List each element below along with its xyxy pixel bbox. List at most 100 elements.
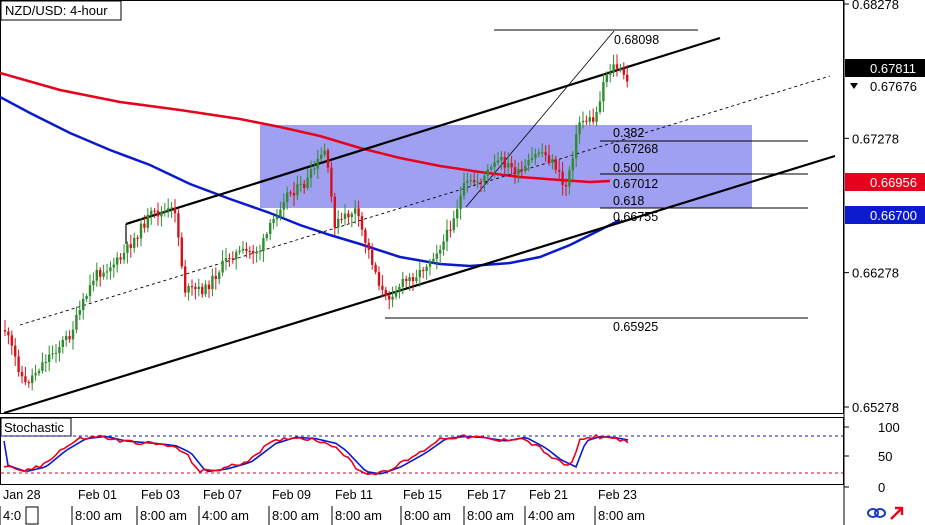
candle-body: [619, 68, 622, 70]
candle-body: [371, 249, 374, 265]
candle-body: [211, 275, 214, 290]
candle-body: [496, 160, 500, 163]
chart-title: NZD/USD: 4-hour: [5, 3, 108, 18]
time-label: 8:00 am: [272, 508, 319, 523]
candle-body: [112, 264, 115, 268]
candle-body: [398, 286, 401, 292]
candle-body: [364, 229, 367, 243]
candle-body: [388, 295, 391, 300]
candle-body: [575, 134, 578, 159]
candle-body: [228, 258, 231, 260]
candle-body: [333, 196, 336, 228]
candle-body: [10, 335, 13, 346]
fib-high-label: 0.68098: [614, 33, 659, 47]
candle-body: [503, 157, 506, 168]
price-tick-label: 0.67278: [852, 131, 899, 146]
candle-body: [462, 183, 466, 196]
candle-body: [585, 120, 588, 122]
candle-body: [330, 167, 333, 197]
candle-body: [326, 150, 330, 168]
stochastic-axis-ticks: 100 50 0: [844, 420, 900, 495]
price-label: 0.67811: [870, 61, 916, 76]
candle-body: [418, 269, 421, 278]
time-label: 8:00 am: [467, 508, 514, 523]
candle-body: [245, 248, 248, 251]
candle-body: [490, 166, 493, 170]
fib-price-label: 0.67268: [613, 142, 658, 156]
candle-body: [347, 213, 350, 218]
candle-body: [218, 272, 221, 279]
price-arrow-icon: [850, 83, 858, 89]
candle-body: [602, 82, 605, 102]
candle-body: [337, 218, 340, 228]
time-label: 4:00 am: [202, 508, 249, 523]
candle-body: [360, 216, 364, 230]
candle-body: [224, 258, 228, 261]
fib-trend-line: [465, 30, 615, 208]
candle-body: [197, 286, 200, 290]
candle-body: [282, 202, 285, 210]
stochastic-k-line: [3, 433, 629, 476]
price-tick-label: 0.66278: [852, 266, 899, 281]
candle-body: [299, 183, 302, 185]
candle-body: [41, 362, 44, 371]
candle-body: [82, 298, 85, 311]
candle-body: [105, 271, 109, 273]
date-label: Feb 17: [467, 488, 506, 502]
arrow-icon[interactable]: [890, 506, 904, 520]
candle-body: [129, 244, 132, 248]
candle-body: [320, 154, 323, 159]
price-axis-labels: 0.67811 0.67676 0.66956 0.66700: [845, 59, 925, 224]
candle-body: [296, 184, 299, 196]
candle-body: [255, 252, 258, 254]
link-icon[interactable]: [867, 508, 886, 518]
candle-body: [568, 170, 571, 187]
candle-body: [452, 218, 455, 231]
candle-body: [160, 211, 163, 217]
candle-body: [581, 120, 585, 123]
price-tick-label: 0.68278: [852, 0, 899, 12]
candle-body: [265, 234, 268, 239]
candle-body: [221, 260, 224, 273]
candle-body: [214, 275, 217, 279]
candlesticks: [3, 54, 629, 391]
candle-body: [547, 155, 551, 163]
candle-body: [201, 286, 204, 295]
candle-body: [109, 267, 112, 272]
candle-body: [289, 192, 292, 194]
fib-price-label: 0.67012: [613, 177, 658, 191]
time-label: 8:00 am: [598, 508, 645, 523]
fibonacci-labels: 0.68098 0.382 0.67268 0.500 0.67012 0.618 0.66…: [613, 33, 659, 334]
candle-body: [578, 122, 581, 135]
candle-body: [415, 277, 418, 282]
stochastic-title-box: [0, 417, 72, 437]
fib-ratio-label: 0.618: [613, 194, 644, 208]
candle-body: [524, 165, 527, 172]
price-label: 0.66700: [870, 208, 917, 223]
candle-body: [85, 295, 88, 299]
candle-body: [449, 229, 452, 231]
candle-body: [459, 195, 462, 209]
candle-body: [24, 376, 27, 383]
stochastic-tick-label: 50: [878, 449, 892, 464]
candle-body: [78, 310, 81, 315]
candle-body: [258, 251, 262, 253]
candle-body: [357, 208, 360, 217]
time-label: 4:00 am: [528, 508, 575, 523]
fib-ratio-label: 0.500: [613, 161, 644, 175]
candle-body: [75, 314, 78, 330]
time-label: 8:00 am: [335, 508, 382, 523]
candle-body: [622, 68, 625, 75]
candle-body: [119, 257, 122, 260]
candle-body: [92, 280, 95, 286]
candle-body: [374, 264, 377, 273]
chart-title-box: [0, 0, 122, 21]
candle-body: [143, 223, 146, 228]
candle-body: [116, 257, 119, 265]
candle-body: [269, 222, 272, 235]
price-axis-ticks: 0.68278 0.67278 0.66278 0.65278: [844, 0, 899, 415]
moving-average-blue: [0, 95, 621, 268]
time-label: 8:00 am: [140, 508, 187, 523]
candle-body: [231, 258, 234, 260]
moving-average-red: [0, 71, 611, 184]
